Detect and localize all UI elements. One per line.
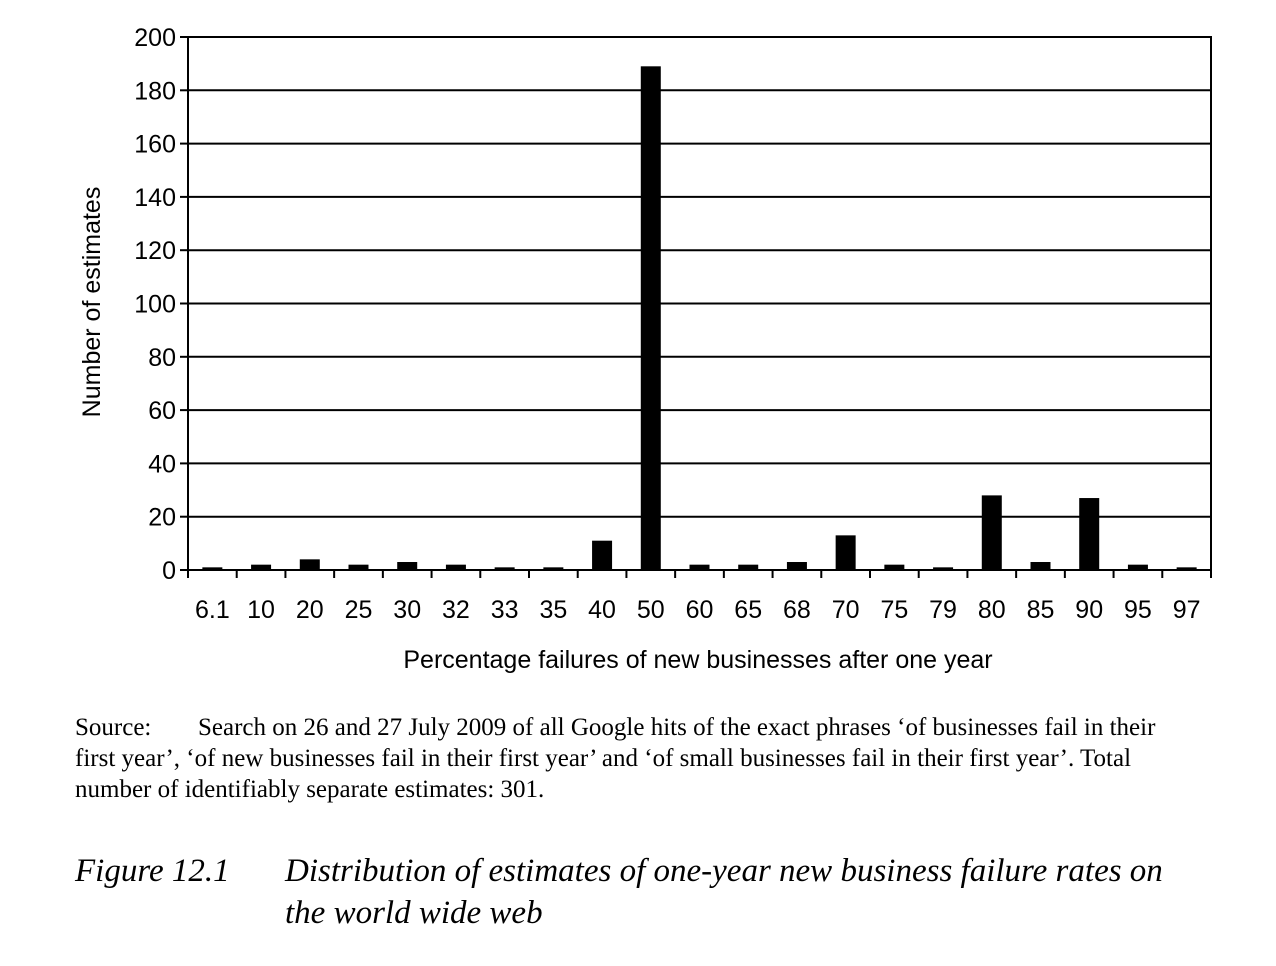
bar-79 [933, 567, 954, 570]
bar-32 [445, 564, 466, 570]
x-tick-labels: 6.1 10 20 25 30 32 33 35 40 50 60 65 68 70 75 79 80 85 90 9… [195, 596, 1201, 624]
y-tick-label: 160 [134, 131, 176, 159]
figure-title: Distribution of estimates of one-year ne… [285, 853, 1163, 931]
x-tick-label: 50 [637, 596, 665, 624]
source-text: Search on 26 and 27 July 2009 of all Goo… [75, 714, 1156, 803]
bar-20 [299, 559, 320, 570]
x-axis-title: Percentage failures of new businesses af… [403, 646, 992, 674]
x-tick-label: 97 [1173, 596, 1201, 624]
y-tick-label: 60 [148, 397, 176, 425]
bar-25 [348, 564, 369, 570]
x-tick-label: 68 [783, 596, 811, 624]
y-tick-label: 140 [134, 184, 176, 212]
y-tick-label: 0 [162, 557, 176, 585]
bar-68 [786, 562, 807, 570]
y-tick-label: 200 [134, 24, 176, 52]
x-tick-label: 70 [832, 596, 860, 624]
x-tick-label: 35 [539, 596, 567, 624]
x-tick-label: 32 [442, 596, 470, 624]
x-tick-label: 40 [588, 596, 616, 624]
x-tick-label: 33 [491, 596, 519, 624]
bar-80 [981, 495, 1002, 570]
y-axis-title: Number of estimates [78, 187, 106, 418]
bar-70 [835, 535, 856, 570]
x-tick-label: 6.1 [195, 596, 230, 624]
bar-40 [592, 540, 613, 570]
x-tick-label: 75 [880, 596, 908, 624]
y-tick-label: 100 [134, 291, 176, 319]
x-tick-label: 79 [929, 596, 957, 624]
gridlines [188, 36, 1211, 518]
bar-chart: 0 20 40 60 80 100 120 140 160 180 200 6.1 10 20 25 30 3… [78, 24, 1212, 674]
x-tick-label: 95 [1124, 596, 1152, 624]
x-tick-label: 10 [247, 596, 275, 624]
y-tick-label: 40 [148, 450, 176, 478]
bar-35 [543, 567, 564, 570]
bars [202, 66, 1197, 570]
bar-10 [251, 564, 272, 570]
bar-90 [1079, 498, 1100, 570]
y-tick-label: 180 [134, 77, 176, 105]
bar-50 [640, 66, 661, 570]
bar-95 [1127, 564, 1148, 570]
bar-30 [397, 562, 418, 570]
figure-number: Figure 12.1 [75, 853, 230, 889]
x-tick-label: 20 [296, 596, 324, 624]
bar-65 [738, 564, 759, 570]
bar-33 [494, 567, 515, 570]
y-tick-labels: 0 20 40 60 80 100 120 140 160 180 200 [134, 24, 176, 585]
x-tick-label: 65 [734, 596, 762, 624]
x-tick-label: 90 [1075, 596, 1103, 624]
x-tick-label: 60 [686, 596, 714, 624]
x-tick-label: 30 [393, 596, 421, 624]
bar-60 [689, 564, 710, 570]
bar-75 [884, 564, 905, 570]
x-tick-label: 25 [345, 596, 373, 624]
bar-97 [1176, 567, 1197, 570]
bar-6.1 [202, 567, 223, 570]
x-tick-label: 85 [1027, 596, 1055, 624]
y-tick-label: 20 [148, 504, 176, 532]
axes [180, 36, 1212, 578]
source-note: Source: Search on 26 and 27 July 2009 of … [75, 712, 1195, 805]
source-label: Source: [75, 714, 152, 741]
bar-85 [1030, 562, 1051, 570]
x-tick-label: 80 [978, 596, 1006, 624]
y-tick-label: 120 [134, 237, 176, 265]
y-tick-label: 80 [148, 344, 176, 372]
